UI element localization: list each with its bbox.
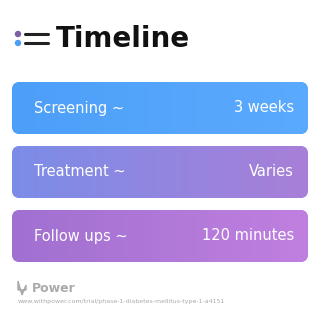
Polygon shape	[18, 281, 26, 295]
Text: Follow ups ~: Follow ups ~	[34, 229, 128, 244]
Text: Power: Power	[32, 282, 76, 295]
Circle shape	[15, 31, 20, 37]
Text: Screening ~: Screening ~	[34, 100, 124, 115]
Text: Timeline: Timeline	[56, 25, 190, 53]
Text: Varies: Varies	[249, 164, 294, 180]
FancyBboxPatch shape	[12, 82, 308, 134]
FancyBboxPatch shape	[12, 210, 308, 262]
Text: www.withpower.com/trial/phase-1-diabetes-mellitus-type-1-a4151: www.withpower.com/trial/phase-1-diabetes…	[18, 300, 225, 304]
Circle shape	[15, 41, 20, 45]
Text: Treatment ~: Treatment ~	[34, 164, 126, 180]
Text: 3 weeks: 3 weeks	[234, 100, 294, 115]
FancyBboxPatch shape	[12, 146, 308, 198]
Text: 120 minutes: 120 minutes	[202, 229, 294, 244]
